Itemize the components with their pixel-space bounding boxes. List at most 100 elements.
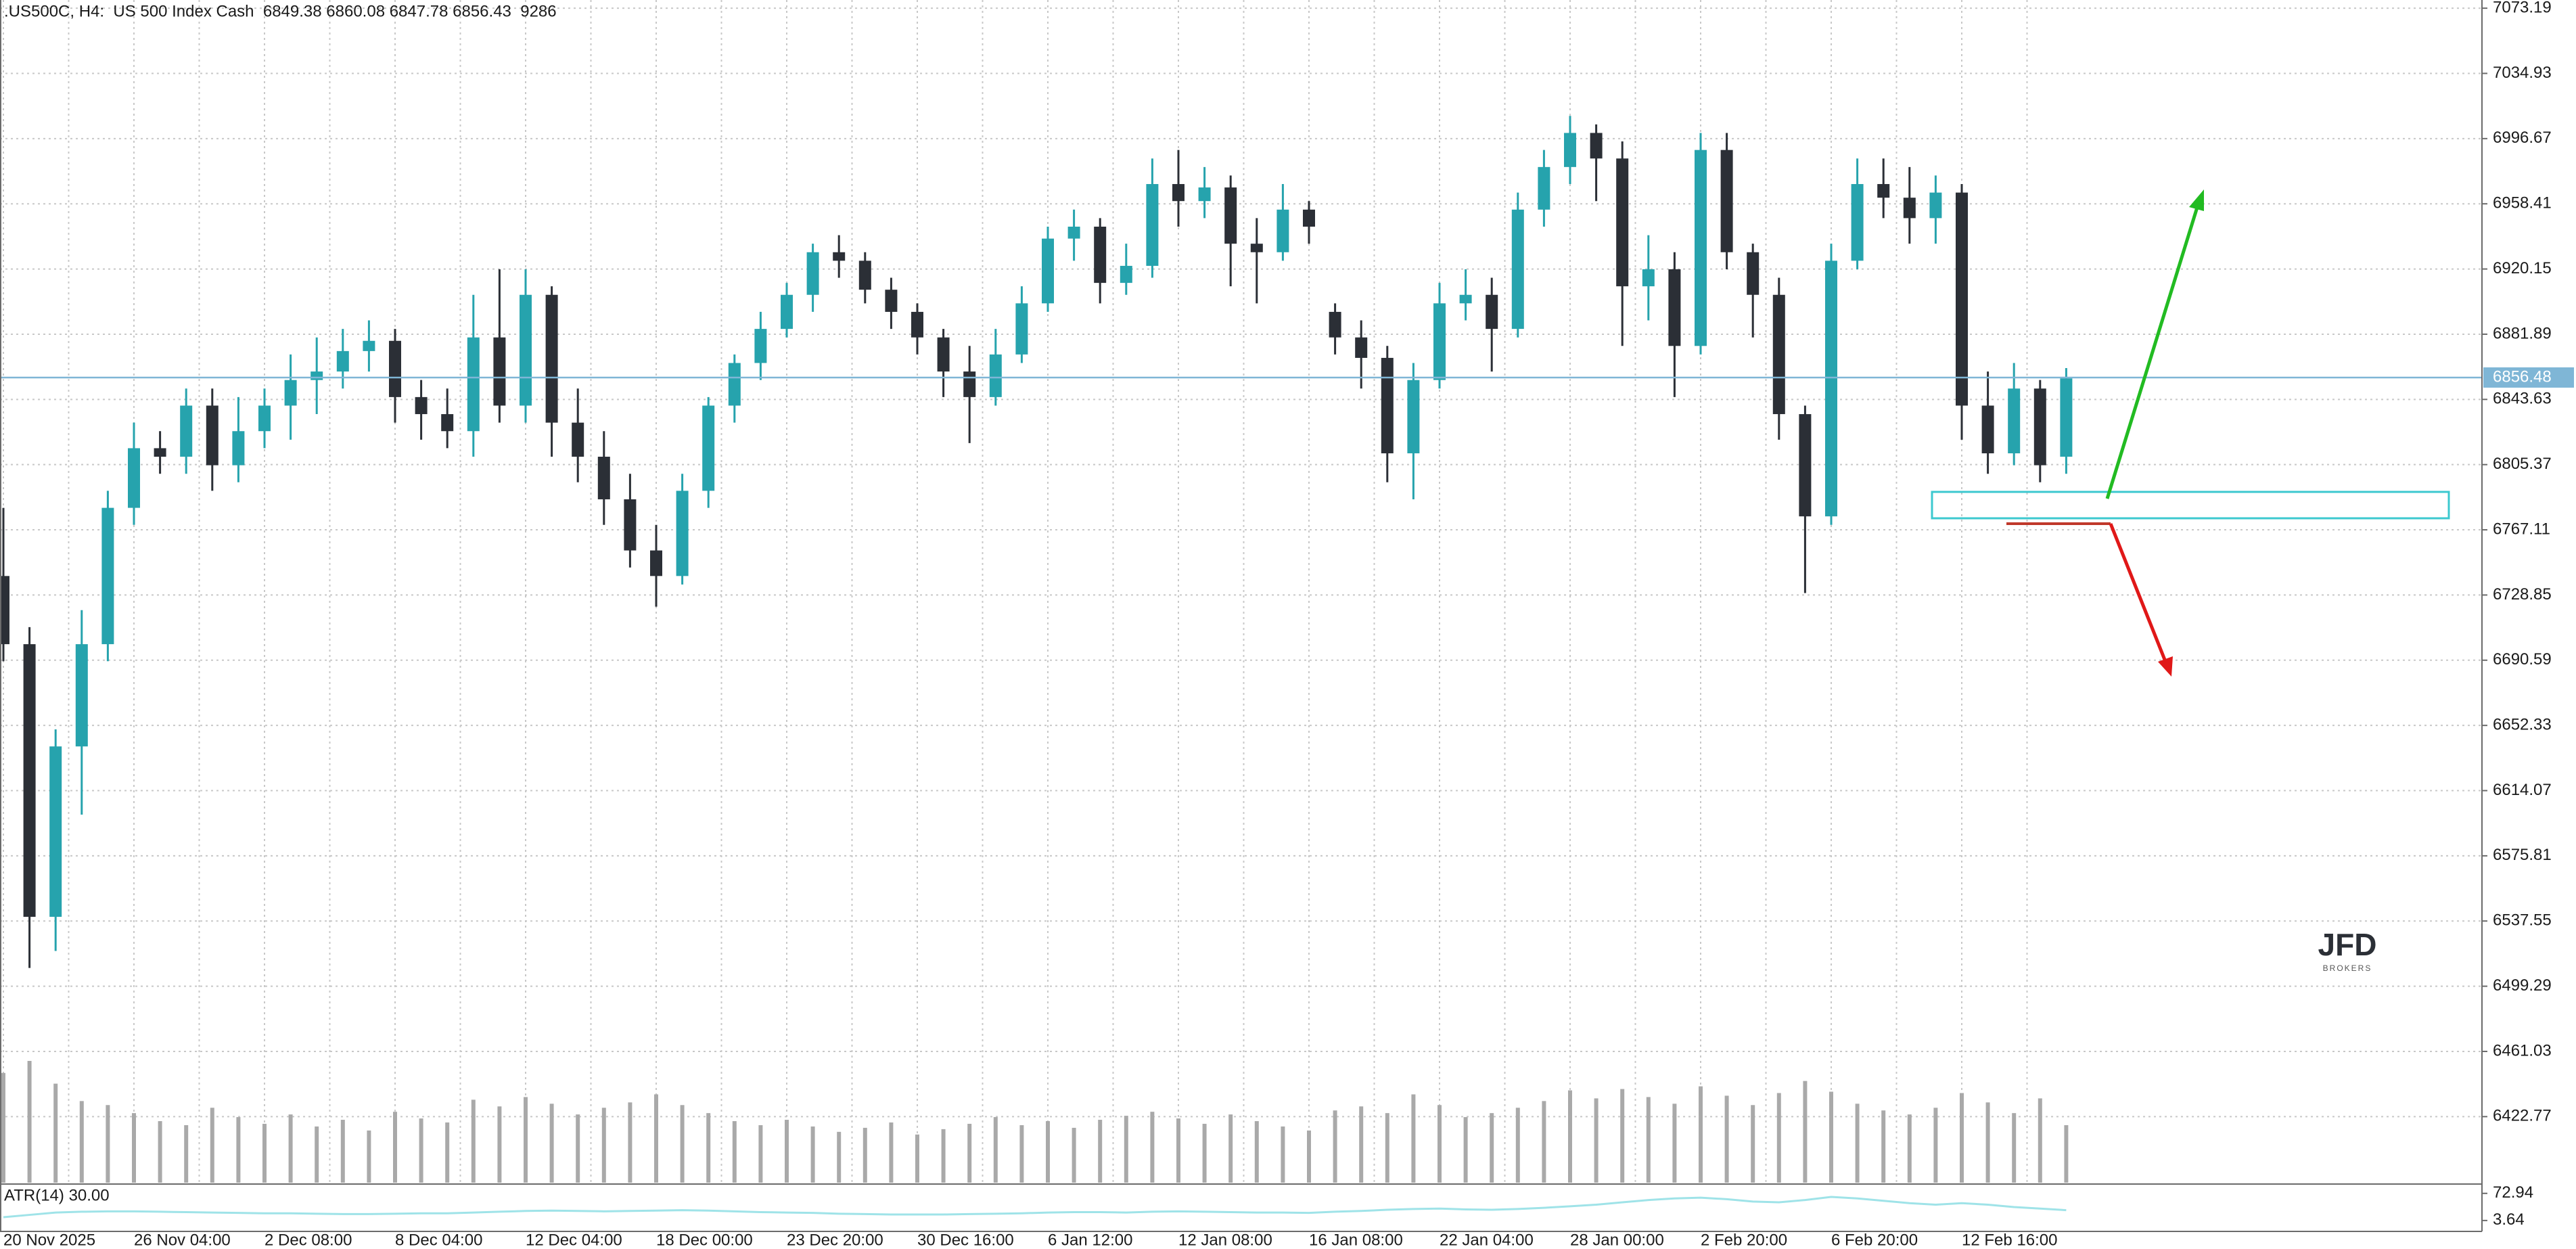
candle-body [1668, 269, 1681, 346]
candle-body [0, 576, 9, 645]
candle-body [1564, 133, 1576, 167]
volume-bar [1307, 1130, 1311, 1183]
x-tick-label: 20 Nov 2025 [3, 1231, 95, 1249]
candle-body [1015, 303, 1028, 355]
volume-bar [1385, 1113, 1389, 1183]
y-tick-label: 6958.41 [2493, 194, 2552, 212]
y-tick-label: 6881.89 [2493, 324, 2552, 342]
volume-bar [1098, 1120, 1103, 1183]
x-tick-label: 6 Feb 20:00 [1831, 1231, 1918, 1249]
x-tick-label: 12 Dec 04:00 [526, 1231, 622, 1249]
candle-body [284, 380, 297, 406]
y-tick-label: 7034.93 [2493, 64, 2552, 82]
candle-body [310, 371, 323, 380]
candle-body [520, 294, 532, 406]
candle-body [858, 260, 871, 290]
y-tick-label: 6537.55 [2493, 911, 2552, 930]
volume-bar [837, 1131, 842, 1183]
candle-body [806, 252, 819, 295]
candle-body [650, 550, 662, 576]
volume-bar [1438, 1105, 1442, 1183]
volume-bar [445, 1122, 450, 1183]
volume-bar [680, 1105, 685, 1183]
candle-body [363, 340, 375, 351]
watermark-sub: BROKERS [2323, 963, 2372, 973]
volume-bar [1568, 1090, 1572, 1183]
volume-bar [158, 1121, 162, 1183]
candle-body [1877, 184, 1890, 198]
last-price-box [2483, 367, 2574, 388]
support-zone [1931, 491, 2450, 520]
x-tick-label: 2 Feb 20:00 [1701, 1231, 1787, 1249]
candle-body [389, 340, 401, 397]
candle-body [1407, 380, 1420, 453]
candle-body [23, 644, 36, 917]
volume-bar [315, 1126, 319, 1183]
candle-body [2008, 388, 2021, 453]
candle-body [1695, 150, 1707, 346]
candle-body [1486, 294, 1498, 330]
candle-body [441, 414, 454, 432]
up-arrow-head [2189, 189, 2204, 211]
candle-body [754, 329, 767, 363]
y-tick-label: 6461.03 [2493, 1041, 2552, 1060]
volume-bar [27, 1061, 32, 1183]
candle-body [1772, 294, 1785, 415]
candle-body [258, 405, 271, 432]
x-tick-label: 12 Feb 16:00 [1962, 1231, 2057, 1249]
volume-bar [732, 1121, 737, 1183]
watermark-name: JFD [2318, 927, 2377, 962]
candle-body [963, 371, 976, 397]
volume-bar [993, 1117, 998, 1183]
x-tick-label: 30 Dec 16:00 [917, 1231, 1014, 1249]
candle-body [1929, 192, 1942, 219]
candle-body [885, 290, 898, 312]
chart-title: .US500C, H4: US 500 Index Cash 6849.38 6… [4, 2, 557, 20]
last-price-label: 6856.48 [2493, 367, 2552, 386]
x-tick-label: 16 Jan 08:00 [1309, 1231, 1403, 1249]
grid-layer [0, 0, 2482, 1183]
volume-bar [915, 1134, 919, 1183]
y-tick-label: 7073.19 [2493, 0, 2552, 16]
candle-body [1799, 414, 1812, 517]
y-tick-label: 6652.33 [2493, 715, 2552, 733]
volume-bar [1829, 1091, 1833, 1183]
candle-body [180, 405, 193, 457]
volume-bar [1672, 1104, 1677, 1183]
candle-body [154, 448, 166, 457]
volume-bar [1776, 1093, 1781, 1183]
volume-bar [1881, 1110, 1886, 1183]
x-tick-label: 2 Dec 08:00 [264, 1231, 352, 1249]
candle-body [1224, 187, 1237, 244]
volume-bar [1046, 1121, 1050, 1183]
volume-bar [549, 1104, 554, 1183]
candle-body [1067, 226, 1080, 239]
candle-body [1642, 269, 1655, 287]
y-tick-label: 6499.29 [2493, 976, 2552, 995]
volume-bar [1699, 1086, 1703, 1183]
candle-body [1851, 184, 1864, 261]
up-arrow [2105, 202, 2201, 499]
candle-body [336, 350, 349, 372]
volume-bar [1724, 1095, 1729, 1183]
candle-body [624, 499, 637, 551]
volume-bar [1515, 1108, 1520, 1183]
candle-body [493, 337, 506, 406]
candle-body [1042, 238, 1054, 304]
candle-body [1120, 265, 1132, 283]
candle-body [1720, 150, 1733, 252]
volume-bar [2038, 1098, 2042, 1183]
y-tick-label: 6575.81 [2493, 846, 2552, 864]
candle-body [1433, 303, 1446, 380]
volume-bar [1490, 1113, 1494, 1183]
candle-body [1355, 337, 1368, 358]
volume-bar [706, 1113, 711, 1183]
volume-bar [79, 1101, 84, 1183]
volume-bar [1254, 1121, 1259, 1183]
volume-bar [1542, 1101, 1546, 1183]
volume-bar [1072, 1127, 1076, 1183]
candle-body [1825, 260, 1837, 517]
volume-bar [758, 1125, 763, 1183]
candle-body [128, 448, 140, 508]
